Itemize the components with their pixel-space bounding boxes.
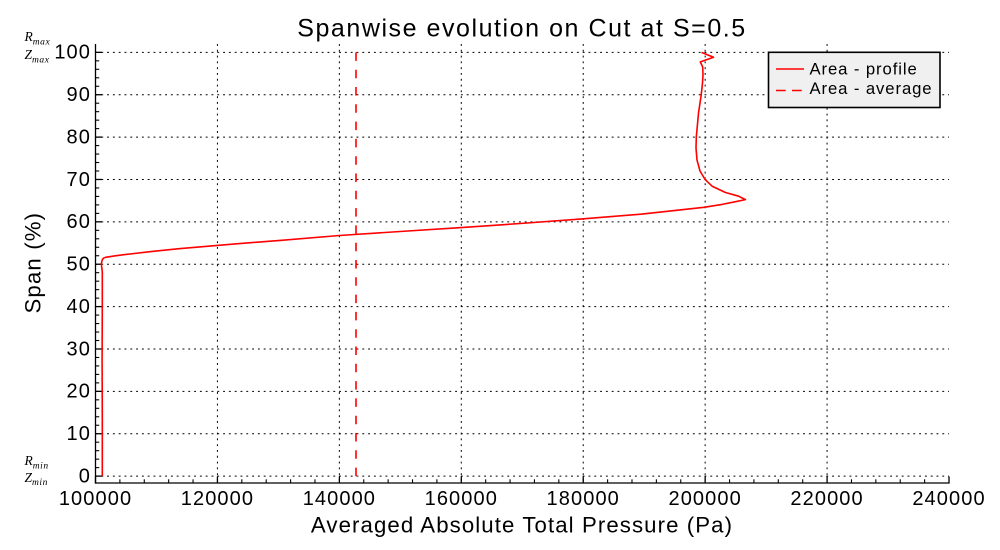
- svg-text:50: 50: [67, 254, 91, 276]
- svg-text:Area - average: Area - average: [810, 79, 933, 98]
- svg-text:10: 10: [67, 423, 91, 445]
- svg-text:70: 70: [67, 169, 91, 191]
- svg-text:240000: 240000: [912, 488, 985, 510]
- svg-text:40: 40: [67, 296, 91, 318]
- svg-text:0: 0: [79, 465, 91, 487]
- svg-text:20: 20: [67, 381, 91, 403]
- svg-text:120000: 120000: [181, 488, 254, 510]
- svg-text:30: 30: [67, 338, 91, 360]
- svg-text:90: 90: [67, 84, 91, 106]
- svg-text:60: 60: [67, 211, 91, 233]
- svg-text:Area - profile: Area - profile: [810, 60, 918, 79]
- svg-text:140000: 140000: [303, 488, 376, 510]
- svg-text:80: 80: [67, 126, 91, 148]
- svg-text:200000: 200000: [668, 488, 741, 510]
- svg-text:160000: 160000: [425, 488, 498, 510]
- svg-text:180000: 180000: [547, 488, 620, 510]
- svg-text:Spanwise evolution on Cut at S: Spanwise evolution on Cut at S=0.5: [297, 14, 747, 42]
- svg-text:220000: 220000: [790, 488, 863, 510]
- svg-text:100: 100: [54, 42, 91, 64]
- svg-text:100000: 100000: [59, 488, 132, 510]
- svg-text:Averaged Absolute Total Pressu: Averaged Absolute Total Pressure (Pa): [311, 512, 733, 537]
- svg-text:Span (%): Span (%): [21, 212, 46, 314]
